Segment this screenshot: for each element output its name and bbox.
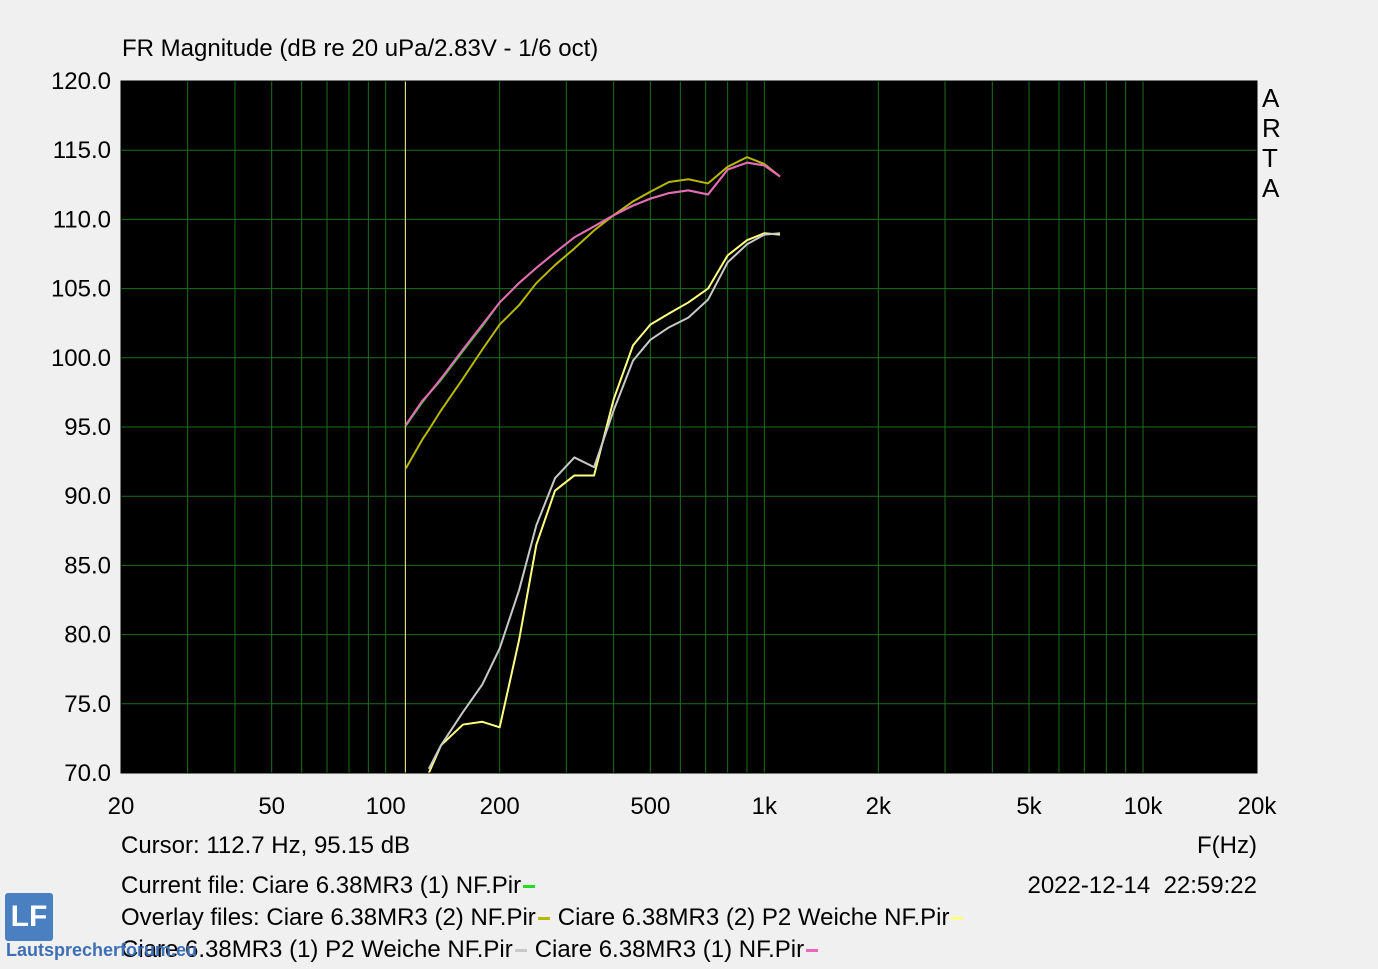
lines [404, 81, 781, 773]
legend-swatch [523, 885, 536, 889]
logo: LF [5, 893, 53, 941]
x-tick-label: 100 [366, 793, 406, 820]
legend-swatch [514, 949, 527, 953]
y-tick-label: 120.0 [51, 68, 111, 95]
legend-row: Ciare 6.38MR3 (1) P2 Weiche NF.Pir Ciare … [121, 936, 826, 964]
legend-entry: Ciare 6.38MR3 (2) P2 Weiche NF.Pir [557, 904, 950, 931]
legend-swatch [537, 917, 550, 921]
legend-entry: Ciare 6.38MR3 (2) NF.Pir [266, 904, 536, 931]
series-line [404, 156, 781, 470]
x-tick-label: 10k [1124, 793, 1164, 820]
legend-swatch [951, 917, 964, 921]
legend-prefix: Overlay files: [121, 904, 260, 931]
x-tick-label: 20k [1238, 793, 1278, 820]
x-axis-label: F(Hz) [1197, 832, 1257, 859]
side-label: ARTA [1262, 83, 1281, 203]
y-tick-label: 90.0 [64, 483, 111, 510]
legend-row: Overlay files: Ciare 6.38MR3 (2) NF.Pir C… [121, 904, 971, 932]
x-tick-label: 1k [752, 793, 778, 820]
grid [120, 80, 1258, 774]
legend-swatch [806, 949, 819, 953]
y-tick-label: 85.0 [64, 552, 111, 579]
y-tick-label: 100.0 [51, 345, 111, 372]
series-line [427, 232, 781, 770]
x-tick-label: 2k [866, 793, 892, 820]
y-tick-label: 115.0 [53, 137, 111, 164]
timestamp: 2022-12-14 22:59:22 [1027, 872, 1257, 899]
series-line [404, 161, 781, 426]
y-tick-label: 75.0 [64, 691, 111, 718]
legend-entry: Ciare 6.38MR3 (1) NF.Pir [251, 872, 522, 899]
x-tick-label: 5k [1016, 793, 1042, 820]
x-tick-label: 500 [630, 793, 670, 820]
x-tick-label: 50 [258, 793, 285, 820]
cursor-readout: Cursor: 112.7 Hz, 95.15 dB [121, 832, 411, 859]
x-tick-label: 20 [108, 793, 135, 820]
watermark: Lautsprecherforum.eu [6, 940, 198, 960]
legend-entry: Ciare 6.38MR3 (1) NF.Pir [534, 936, 805, 963]
y-tick-label: 105.0 [51, 276, 111, 303]
legend-row: Current file: Ciare 6.38MR3 (1) NF.Pir [121, 872, 543, 900]
legend-entry: Ciare 6.38MR3 (1) P2 Weiche NF.Pir [121, 936, 513, 963]
plot-frame [120, 80, 1258, 774]
x-tick-label: 200 [480, 793, 520, 820]
legend-prefix: Current file: [121, 872, 246, 899]
y-tick-label: 80.0 [64, 622, 111, 649]
y-tick-label: 95.0 [64, 414, 111, 441]
y-tick-label: 70.0 [64, 760, 111, 787]
y-tick-label: 110.0 [53, 206, 111, 233]
chart-title: FR Magnitude (dB re 20 uPa/2.83V - 1/6 o… [122, 35, 598, 62]
